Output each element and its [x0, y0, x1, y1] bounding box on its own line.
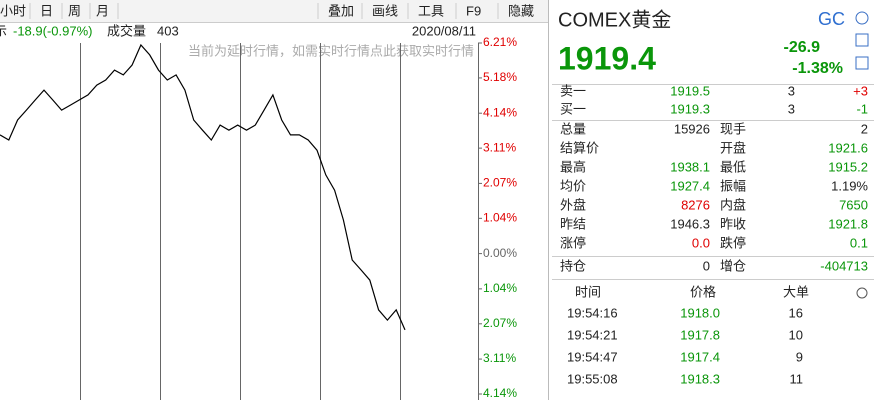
price-change-pct: -1.38%: [792, 60, 843, 77]
trades-header: 价格: [690, 284, 716, 299]
trade-size: 11: [790, 371, 804, 386]
stat-value: 0.0: [692, 235, 710, 250]
instrument-code: GC: [818, 9, 845, 29]
order-price: 1919.3: [670, 101, 710, 116]
trade-price: 1918.0: [680, 305, 720, 320]
order-label: 买一: [560, 101, 586, 116]
stat-label: 昨结: [560, 216, 586, 231]
trade-time: 19:54:21: [567, 327, 618, 342]
stat-label: 内盘: [720, 197, 746, 212]
stat-value: 1921.8: [828, 216, 868, 231]
toolbar-button[interactable]: 小时: [0, 3, 26, 18]
y-tick-label: 3.11%: [483, 351, 516, 365]
trade-price: 1917.4: [680, 349, 720, 364]
y-tick-label: 6.21%: [483, 35, 517, 49]
icon-edit[interactable]: [855, 56, 869, 70]
stat-value: 1921.6: [828, 140, 868, 155]
y-tick-label: 1.04%: [483, 281, 517, 295]
y-tick-label: 4.14%: [483, 386, 517, 400]
last-price: 1919.4: [558, 40, 656, 76]
toolbar-button[interactable]: F9: [466, 3, 481, 18]
order-change: -1: [856, 101, 868, 116]
delay-notice[interactable]: 当前为延时行情，如需实时行情点此获取实时行情: [188, 43, 474, 58]
stat-value: 7650: [839, 197, 868, 212]
toolbar-button[interactable]: 日: [40, 3, 53, 18]
trade-price: 1918.3: [680, 371, 720, 386]
stat-label: 最高: [560, 159, 586, 174]
stat-label: 昨收: [720, 216, 746, 231]
y-tick-label: 3.11%: [483, 140, 516, 154]
y-tick-label: 2.07%: [483, 176, 517, 190]
trade-time: 19:54:16: [567, 305, 618, 320]
stat-label: 振幅: [720, 178, 746, 193]
info-label: 示: [0, 23, 7, 38]
stat-value: -404713: [820, 258, 868, 273]
trade-size: 16: [789, 305, 803, 320]
stat-value: 1.19%: [831, 178, 868, 193]
order-size: 3: [788, 83, 795, 98]
toolbar-button[interactable]: 隐藏: [508, 3, 534, 18]
date: 2020/08/11: [412, 23, 476, 38]
icon-alarm[interactable]: [855, 33, 869, 47]
y-tick-label: 0.00%: [483, 246, 517, 260]
trades-header: 时间: [575, 284, 601, 299]
trade-price: 1917.8: [680, 327, 720, 342]
y-tick-label: 5.18%: [483, 70, 517, 84]
stat-label: 持仓: [560, 258, 586, 273]
price-change: -26.9: [784, 39, 821, 56]
order-size: 3: [788, 101, 795, 116]
toolbar-button[interactable]: 工具: [418, 3, 444, 18]
price-line: [0, 43, 406, 331]
stat-label: 均价: [560, 178, 586, 193]
order-label: 卖一: [560, 83, 586, 98]
stat-value: 2: [861, 121, 868, 136]
stat-value: 1946.3: [670, 216, 710, 231]
y-tick-label: 1.04%: [483, 211, 517, 225]
stat-label: 增仓: [720, 258, 746, 273]
stat-value: 0.1: [850, 235, 868, 250]
stat-label: 现手: [720, 121, 746, 136]
toolbar-button[interactable]: 画线: [372, 3, 398, 18]
stat-value: 8276: [681, 197, 710, 212]
stat-label: 结算价: [560, 140, 599, 155]
trade-size: 10: [789, 327, 803, 342]
volume-label: 成交量: [107, 23, 146, 38]
trade-size: 9: [796, 349, 803, 364]
stat-label: 开盘: [720, 140, 746, 155]
stat-label: 总量: [560, 121, 586, 136]
stat-value: 15926: [674, 121, 710, 136]
toolbar-button[interactable]: 月: [96, 3, 109, 18]
stat-label: 跌停: [720, 235, 746, 250]
y-tick-label: 2.07%: [483, 316, 517, 330]
order-price: 1919.5: [670, 83, 710, 98]
stat-label: 涨停: [560, 235, 586, 250]
trade-time: 19:55:08: [567, 371, 618, 386]
info-change: -18.9(-0.97%): [13, 23, 92, 38]
stat-value: 1927.4: [670, 178, 710, 193]
order-change: +3: [853, 83, 868, 98]
toolbar-bg: [0, 0, 548, 22]
stat-value: 0: [703, 258, 710, 273]
icon-settings[interactable]: [856, 287, 868, 299]
volume-value: 403: [157, 23, 179, 38]
trade-time: 19:54:47: [567, 349, 618, 364]
trades-header: 大单: [783, 284, 809, 299]
icon-add[interactable]: [855, 11, 869, 25]
y-tick-label: 4.14%: [483, 105, 517, 119]
stat-value: 1938.1: [670, 159, 710, 174]
instrument-name: COMEX黄金: [558, 8, 671, 31]
stat-label: 外盘: [560, 197, 586, 212]
stat-label: 最低: [720, 159, 746, 174]
toolbar-button[interactable]: 周: [68, 3, 81, 18]
toolbar-button[interactable]: 叠加: [328, 3, 354, 18]
stat-value: 1915.2: [828, 159, 868, 174]
